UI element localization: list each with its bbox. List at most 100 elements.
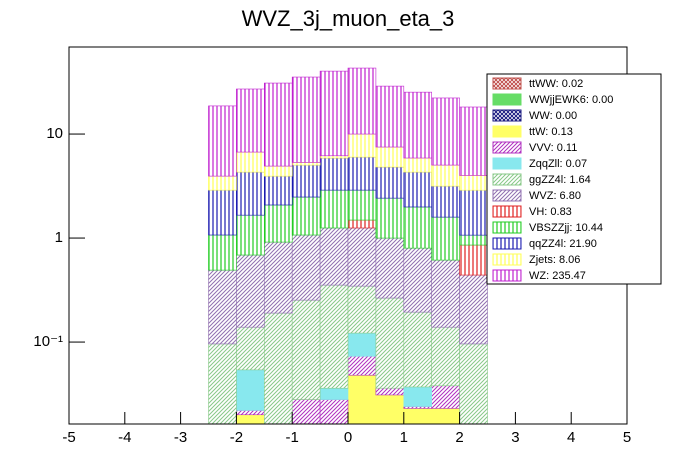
legend-swatch — [492, 93, 522, 106]
y-tick-label: 10⁻¹ — [33, 333, 63, 350]
histogram-bar — [459, 274, 488, 345]
histogram-bar — [403, 386, 432, 407]
legend-label: WW: 0.00 — [529, 110, 577, 122]
histogram-bar — [291, 399, 321, 425]
legend-label: ttW: 0.13 — [529, 126, 573, 138]
histogram-bar — [403, 157, 432, 173]
histogram-bar — [459, 175, 488, 191]
histogram-bar — [431, 185, 460, 218]
x-tick-label: -4 — [118, 429, 131, 446]
histogram-bar — [208, 105, 237, 177]
legend-label: VBSZZjj: 10.44 — [529, 222, 603, 234]
histogram-bar — [319, 387, 349, 400]
histogram-bar — [236, 151, 265, 173]
histogram-bar — [431, 385, 460, 409]
histogram-bar — [375, 237, 405, 299]
histogram-bar — [459, 244, 488, 276]
x-tick-label: 0 — [344, 429, 352, 446]
legend-swatch — [492, 221, 522, 234]
histogram-bar — [263, 241, 293, 314]
histogram-bar — [208, 175, 237, 191]
legend-label: ggZZ4l: 1.64 — [529, 174, 591, 186]
legend-label: VVV: 0.11 — [529, 142, 577, 154]
histogram-bar — [291, 299, 321, 400]
histogram-bar — [347, 67, 377, 135]
histogram-bar — [208, 269, 237, 345]
y-tick-label: 1 — [55, 229, 63, 246]
legend-swatch — [492, 189, 522, 202]
histogram-bar — [403, 206, 432, 249]
histogram-bar — [431, 216, 460, 261]
histogram-bar — [375, 197, 405, 239]
histogram-bar — [347, 285, 377, 334]
histogram-bar — [208, 343, 237, 425]
histogram-bar — [263, 175, 293, 206]
legend-label: Zjets: 8.06 — [529, 254, 580, 266]
histogram-bar — [347, 133, 377, 158]
x-tick-label: -5 — [62, 429, 75, 446]
legend-swatch — [492, 269, 522, 282]
histogram-bar — [347, 227, 377, 287]
histogram-bar — [319, 284, 349, 389]
x-tick-label: 2 — [455, 429, 463, 446]
histogram-bar — [375, 387, 405, 396]
histogram-bar — [236, 171, 265, 216]
histogram-bar — [263, 204, 293, 243]
legend-swatch — [492, 77, 522, 90]
histogram-bar — [459, 189, 488, 236]
histogram-bar — [459, 106, 488, 176]
x-tick-label: 5 — [623, 429, 631, 446]
legend-swatch — [492, 141, 522, 154]
histogram-bar — [375, 297, 405, 389]
histogram-bar — [236, 88, 265, 153]
histogram-bar — [291, 76, 321, 163]
histogram-bar — [236, 214, 265, 256]
histogram-bar — [319, 70, 349, 157]
histogram-bar — [431, 259, 460, 328]
x-tick-label: -3 — [174, 429, 187, 446]
histogram-bar — [403, 171, 432, 208]
x-tick-label: 4 — [567, 429, 575, 446]
legend-swatch — [492, 205, 522, 218]
legend-swatch — [492, 109, 522, 122]
histogram-bar — [459, 343, 488, 425]
histogram-bar — [375, 394, 405, 425]
legend-label: VH: 0.83 — [529, 206, 572, 218]
histogram-bar — [403, 311, 432, 388]
legend-swatch — [492, 125, 522, 138]
histogram-bar — [236, 414, 265, 425]
histogram-bar — [431, 326, 460, 387]
x-tick-label: 1 — [400, 429, 408, 446]
histogram-bar — [347, 355, 377, 376]
histogram-bar — [347, 189, 377, 221]
histogram-bar — [403, 91, 432, 159]
histogram-bar — [319, 399, 349, 425]
histogram-bar — [291, 234, 321, 301]
chart-title: WVZ_3j_muon_eta_3 — [242, 6, 455, 31]
legend-label: ttWW: 0.02 — [529, 78, 583, 90]
histogram-bar — [263, 82, 293, 167]
histogram-bar — [347, 219, 377, 229]
histogram-bar — [236, 326, 265, 371]
histogram-bar — [375, 85, 405, 148]
histogram-bar — [236, 410, 265, 416]
histogram-bar — [403, 408, 432, 425]
x-tick-label: 3 — [511, 429, 519, 446]
histogram-bar — [347, 156, 377, 191]
legend-swatch — [492, 173, 522, 186]
histogram-bar — [291, 196, 321, 236]
histogram-bar — [403, 247, 432, 313]
histogram-bar — [375, 166, 405, 199]
y-tick-label: 10 — [46, 125, 63, 142]
histogram-bar — [319, 157, 349, 191]
histogram-bar — [208, 189, 237, 236]
histogram-bar — [431, 408, 460, 425]
x-tick-label: -1 — [286, 429, 299, 446]
plot-area — [208, 67, 488, 425]
histogram-bar — [291, 162, 321, 166]
legend-label: WVZ: 6.80 — [529, 190, 581, 202]
histogram-bar — [236, 369, 265, 411]
legend-swatch — [492, 253, 522, 266]
legend-swatch — [492, 157, 522, 170]
legend: ttWW: 0.02 WWjjEWK6: 0.00 WW: 0.00 ttW: 0.1… — [486, 73, 662, 285]
